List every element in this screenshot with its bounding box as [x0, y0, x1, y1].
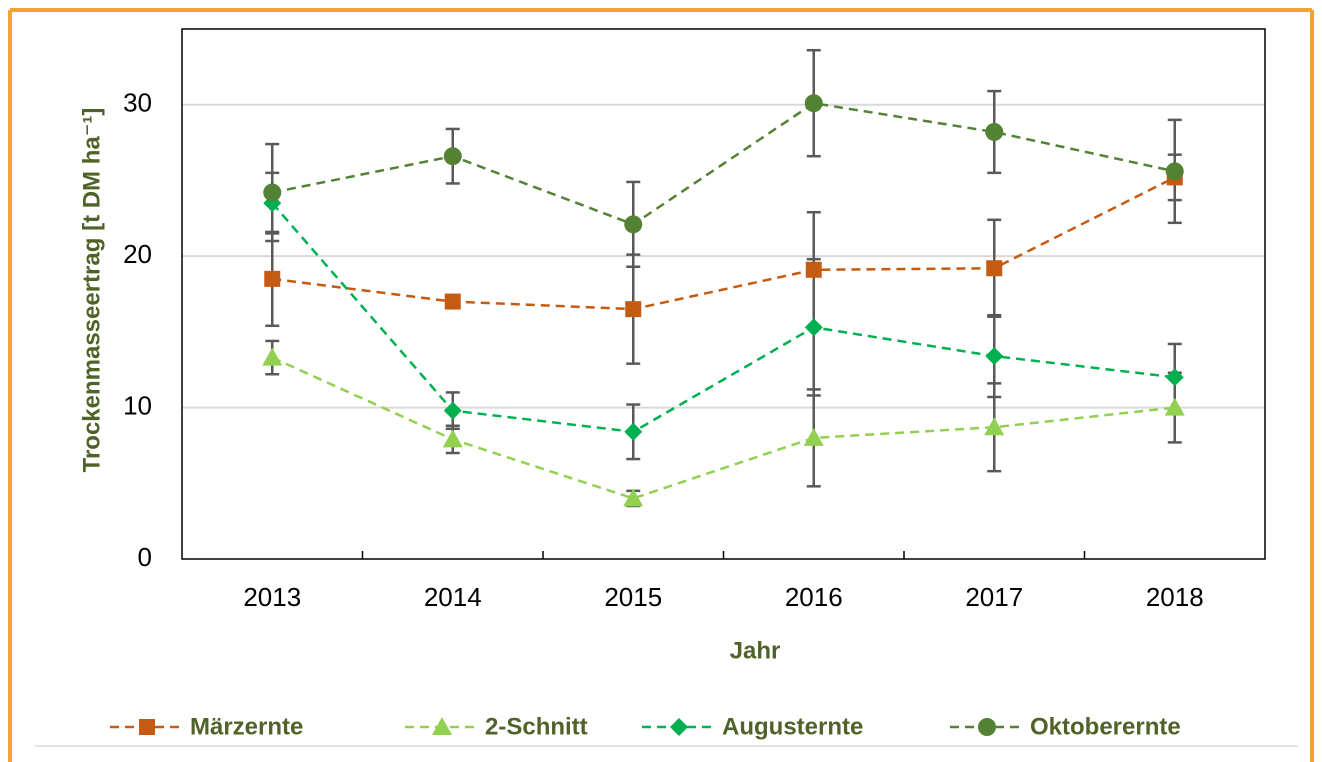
legend-label: 2-Schnitt [485, 713, 588, 740]
data-point [262, 347, 283, 366]
y-tick-label: 20 [123, 239, 152, 269]
data-point [805, 261, 822, 278]
legend-label: Märzernte [190, 713, 303, 740]
data-point [264, 270, 281, 287]
data-point [623, 488, 644, 507]
data-point [985, 122, 1004, 141]
data-point [1165, 162, 1184, 181]
x-tick-label: 2014 [424, 582, 482, 612]
legend-label: Augusternte [722, 713, 863, 740]
legend-marker [978, 718, 996, 736]
legend-marker [432, 717, 452, 735]
y-tick-label: 0 [138, 542, 152, 572]
data-point [803, 427, 824, 446]
x-tick-label: 2015 [604, 582, 662, 612]
data-point [986, 260, 1003, 277]
x-axis-label: Jahr [730, 637, 781, 664]
x-tick-label: 2017 [965, 582, 1023, 612]
data-point [984, 417, 1005, 436]
series-line [271, 356, 1175, 500]
x-tick-label: 2018 [1146, 582, 1204, 612]
series-line [271, 202, 1175, 434]
data-point [804, 318, 823, 337]
legend-marker [139, 719, 155, 735]
x-tick-label: 2016 [785, 582, 843, 612]
data-point [624, 215, 643, 234]
data-point [804, 94, 823, 113]
y-tick-label: 30 [123, 88, 152, 118]
legend-marker [670, 718, 688, 736]
data-point [443, 147, 462, 166]
data-point [1164, 397, 1185, 416]
series-line [272, 101, 1176, 226]
x-tick-label: 2013 [243, 582, 301, 612]
plot-frame [181, 28, 1266, 560]
data-point [624, 422, 643, 441]
y-tick-label: 10 [123, 390, 152, 420]
data-point [443, 401, 462, 420]
y-axis-label: Trockenmasseertrag [t DM ha⁻¹] [78, 108, 105, 473]
data-point [444, 293, 461, 310]
legend-label: Oktoberernte [1030, 713, 1181, 740]
data-point [625, 301, 642, 318]
data-point [263, 183, 282, 202]
data-point [1165, 368, 1184, 387]
series-line [272, 176, 1176, 311]
data-point [985, 347, 1004, 366]
data-point [442, 429, 463, 448]
